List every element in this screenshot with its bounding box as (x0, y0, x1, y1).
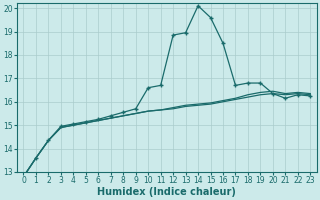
X-axis label: Humidex (Indice chaleur): Humidex (Indice chaleur) (98, 187, 236, 197)
